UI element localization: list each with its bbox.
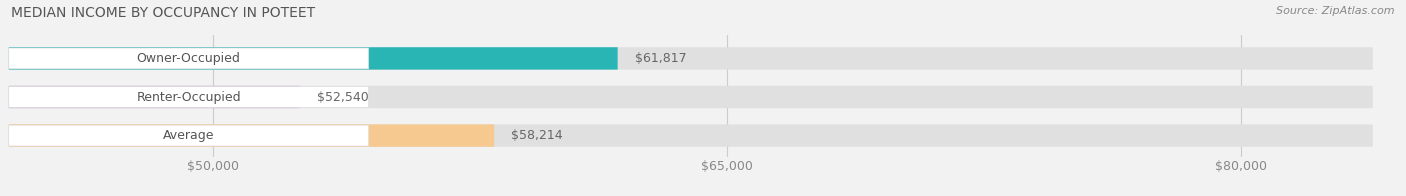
Text: MEDIAN INCOME BY OCCUPANCY IN POTEET: MEDIAN INCOME BY OCCUPANCY IN POTEET: [11, 6, 315, 20]
FancyBboxPatch shape: [8, 86, 1372, 108]
Text: $61,817: $61,817: [634, 52, 686, 65]
Text: Source: ZipAtlas.com: Source: ZipAtlas.com: [1277, 6, 1395, 16]
Text: $58,214: $58,214: [512, 129, 562, 142]
FancyBboxPatch shape: [8, 86, 299, 108]
Text: Average: Average: [163, 129, 215, 142]
FancyBboxPatch shape: [8, 124, 1372, 147]
FancyBboxPatch shape: [8, 87, 368, 107]
FancyBboxPatch shape: [8, 125, 368, 146]
FancyBboxPatch shape: [8, 47, 1372, 70]
Text: $52,540: $52,540: [316, 91, 368, 103]
Text: Renter-Occupied: Renter-Occupied: [136, 91, 240, 103]
FancyBboxPatch shape: [8, 124, 494, 147]
FancyBboxPatch shape: [8, 48, 368, 69]
FancyBboxPatch shape: [8, 47, 617, 70]
Text: Owner-Occupied: Owner-Occupied: [136, 52, 240, 65]
